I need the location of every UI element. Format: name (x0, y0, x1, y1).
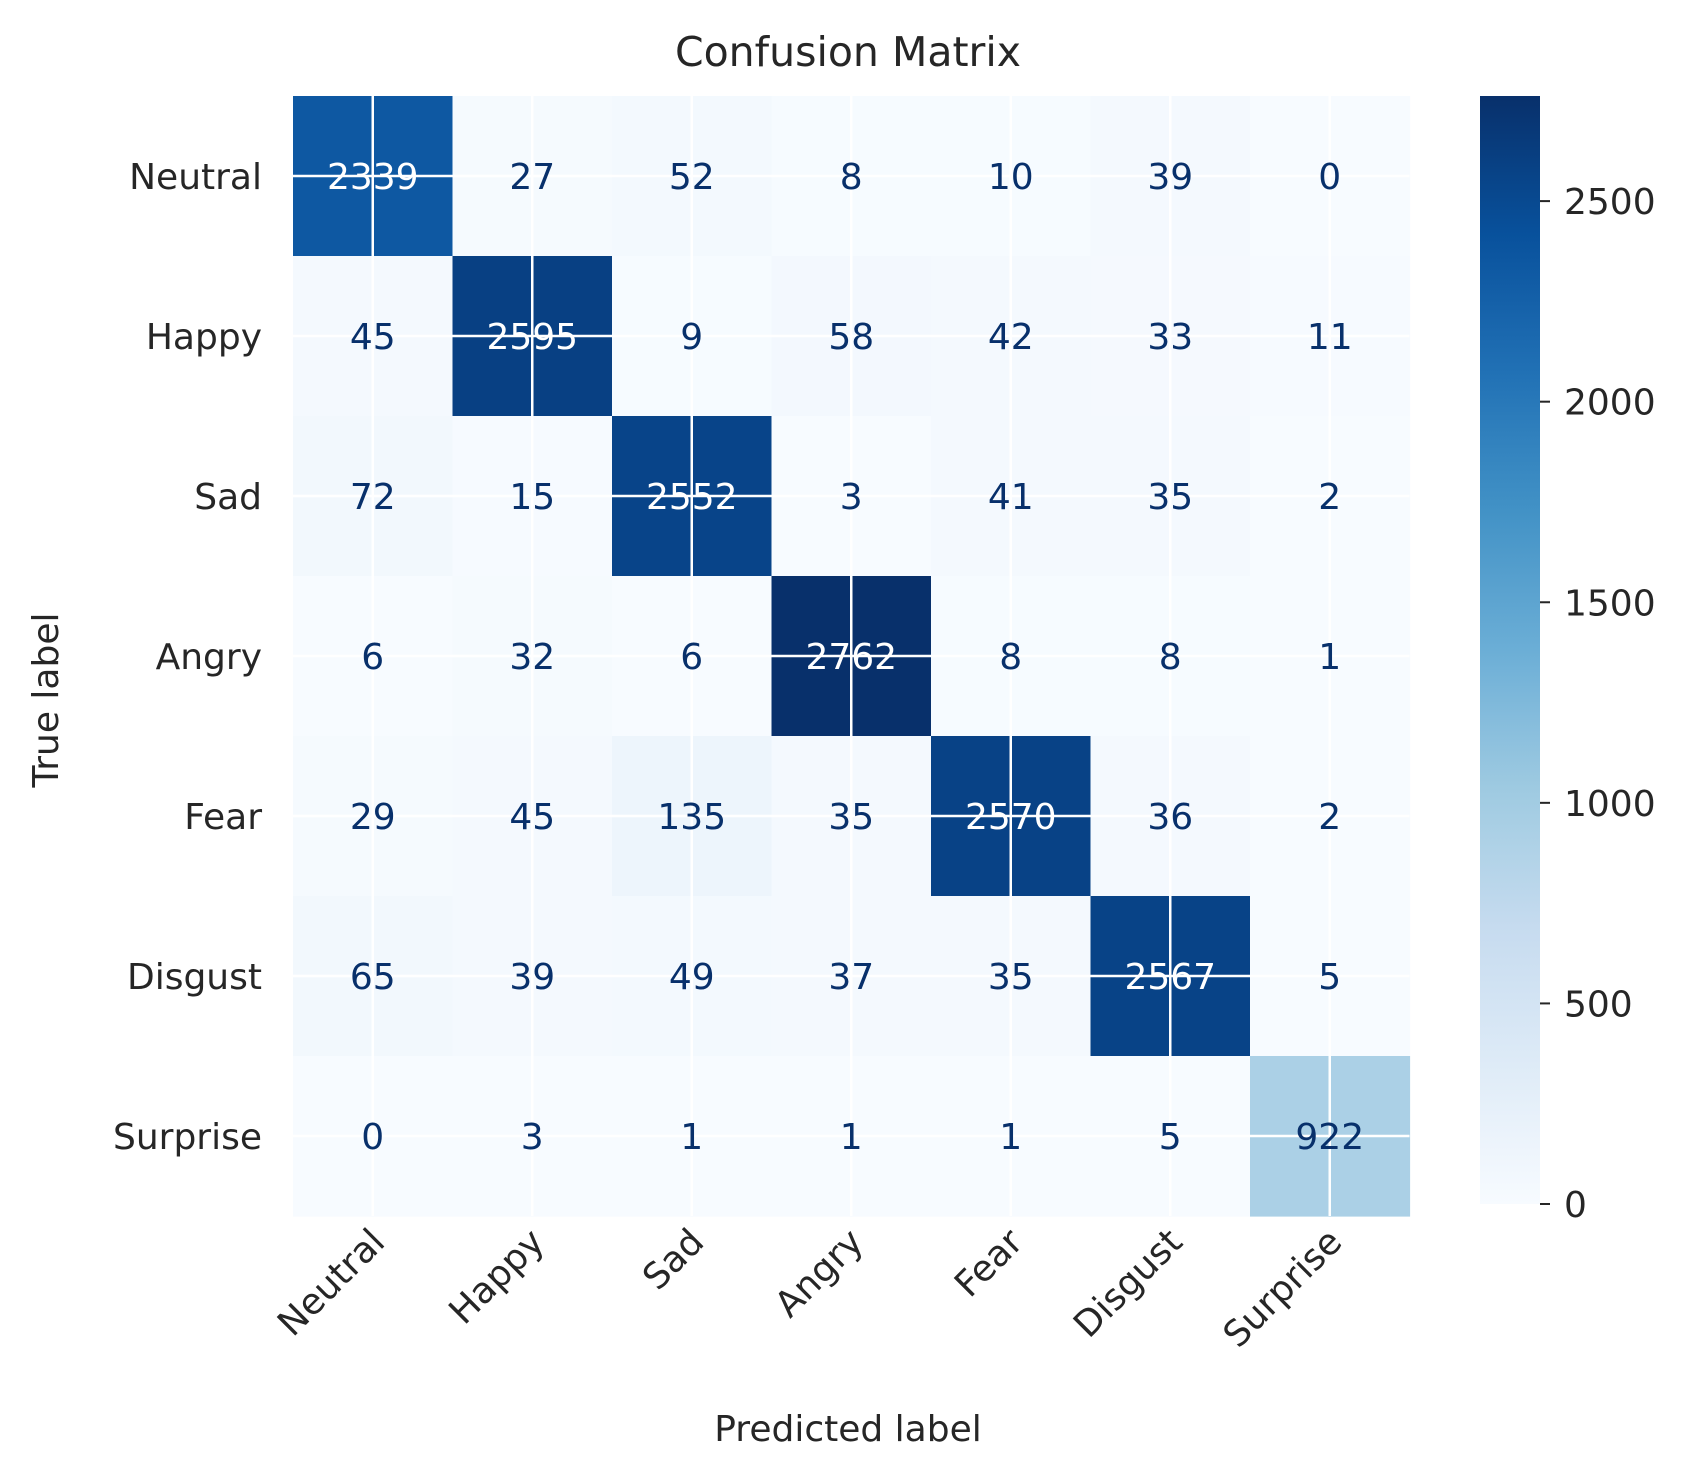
cell-value-label: 2595 (486, 317, 578, 358)
y-tick-label: Neutral (129, 157, 262, 198)
y-tick-label: Disgust (127, 957, 262, 998)
colorbar (1480, 96, 1540, 1204)
cell-value-label: 5 (1159, 1117, 1182, 1158)
cell-value-label: 2 (1318, 477, 1341, 518)
cell-value-label: 2552 (646, 477, 738, 518)
cell-value-label: 72 (350, 477, 396, 518)
cell-value-label: 1 (999, 1117, 1022, 1158)
cell-value-label: 2762 (805, 637, 897, 678)
cell-value-label: 135 (657, 797, 726, 838)
y-tick-label: Sad (194, 477, 262, 518)
cell-value-label: 2 (1318, 797, 1341, 838)
cell-value-label: 39 (1147, 157, 1193, 198)
y-axis-label: True label (26, 613, 67, 789)
colorbar-tick-label: 500 (1564, 984, 1633, 1025)
cell-value-label: 33 (1147, 317, 1193, 358)
colorbar-ticks: 0 500 1000 1500 2000 2500 (1540, 182, 1656, 1226)
cell-value-label: 0 (1318, 157, 1341, 198)
cell-value-label: 35 (1147, 477, 1193, 518)
x-tick-label: Happy (441, 1221, 552, 1332)
cell-value-label: 41 (988, 477, 1034, 518)
cell-value-label: 2339 (327, 157, 419, 198)
cell-value-label: 45 (509, 797, 555, 838)
y-axis-tick-labels: Neutral Happy Sad Angry Fear Disgust Surprise (113, 157, 262, 1158)
y-tick-label: Fear (184, 797, 262, 838)
cell-value-label: 49 (669, 957, 715, 998)
cell-value-label: 6 (361, 637, 384, 678)
cell-value-label: 2570 (965, 797, 1057, 838)
cell-value-label: 58 (828, 317, 874, 358)
cell-value-label: 2567 (1124, 957, 1216, 998)
x-tick-label: Sad (635, 1221, 712, 1298)
cell-value-label: 52 (669, 157, 715, 198)
cell-value-label: 42 (988, 317, 1034, 358)
x-tick-label: Surprise (1216, 1221, 1350, 1355)
cell-value-label: 5 (1318, 957, 1341, 998)
cell-value-label: 8 (1159, 637, 1182, 678)
cell-value-label: 15 (509, 477, 555, 518)
cell-value-label: 29 (350, 797, 396, 838)
colorbar-tick-label: 1500 (1564, 583, 1656, 624)
colorbar-tick-label: 2500 (1564, 182, 1656, 223)
x-tick-label: Neutral (270, 1221, 393, 1344)
x-tick-label: Fear (947, 1221, 1031, 1305)
cell-value-label: 3 (521, 1117, 544, 1158)
cell-value-label: 9 (680, 317, 703, 358)
cell-value-label: 8 (840, 157, 863, 198)
x-tick-label: Disgust (1066, 1221, 1190, 1345)
cell-value-label: 0 (361, 1117, 384, 1158)
cell-value-label: 45 (350, 317, 396, 358)
cell-value-label: 6 (680, 637, 703, 678)
cell-value-label: 65 (350, 957, 396, 998)
chart-title: Confusion Matrix (675, 28, 1021, 76)
cell-value-label: 1 (840, 1117, 863, 1158)
cell-value-label: 11 (1307, 317, 1353, 358)
cell-value-label: 1 (1318, 637, 1341, 678)
cell-value-label: 39 (509, 957, 555, 998)
cell-value-label: 27 (509, 157, 555, 198)
x-axis-tick-labels: Neutral Happy Sad Angry Fear Disgust Surprise (270, 1221, 1350, 1356)
colorbar-tick-label: 1000 (1564, 784, 1656, 825)
cell-value-label: 32 (509, 637, 555, 678)
cell-value-label: 10 (988, 157, 1034, 198)
cell-value-label: 1 (680, 1117, 703, 1158)
cell-value-label: 35 (828, 797, 874, 838)
colorbar-tick-label: 2000 (1564, 383, 1656, 424)
cell-value-label: 35 (988, 957, 1034, 998)
x-tick-label: Angry (767, 1221, 871, 1325)
y-tick-label: Angry (156, 637, 262, 678)
x-axis-label: Predicted label (714, 1409, 982, 1450)
cell-value-label: 37 (828, 957, 874, 998)
y-tick-label: Surprise (113, 1117, 262, 1158)
cell-value-label: 36 (1147, 797, 1193, 838)
cell-value-label: 8 (999, 637, 1022, 678)
cell-value-label: 3 (840, 477, 863, 518)
cell-value-label: 922 (1295, 1117, 1364, 1158)
colorbar-tick-label: 0 (1564, 1185, 1587, 1226)
grid-lines (293, 96, 1410, 1216)
y-tick-label: Happy (146, 317, 262, 358)
